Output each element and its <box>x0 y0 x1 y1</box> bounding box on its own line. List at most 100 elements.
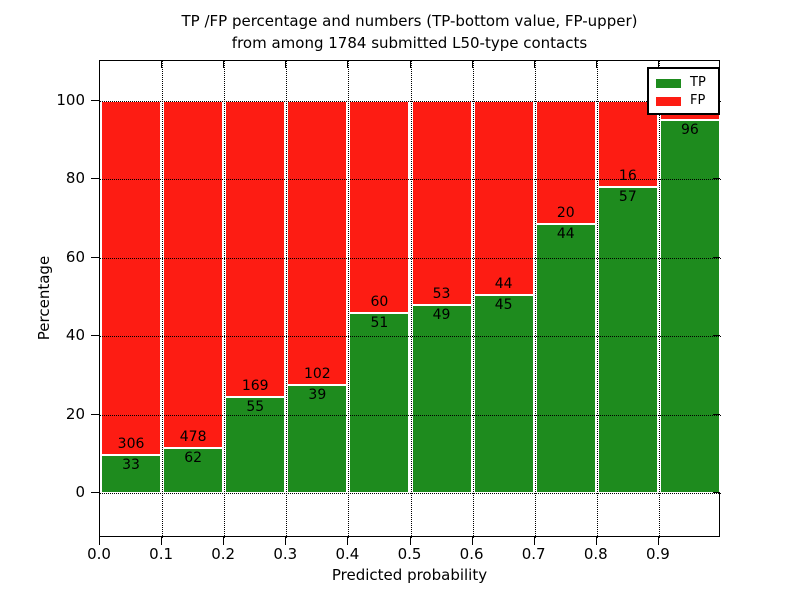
v-gridline-0.4 <box>348 61 350 538</box>
fp-bar-segment <box>163 101 224 448</box>
fp-count-label: 44 <box>494 275 513 292</box>
legend: TP FP <box>647 67 720 115</box>
fp-bar-segment <box>225 100 286 397</box>
legend-label: FP <box>690 93 706 108</box>
fp-count-label: 169 <box>241 377 269 394</box>
fp-count-label: 102 <box>303 365 331 382</box>
bar-bin-0.1: 478 62 <box>162 61 224 538</box>
fp-swatch <box>656 96 681 106</box>
fp-bar-segment <box>597 101 658 187</box>
tp-count-label: 96 <box>681 122 699 139</box>
fp-bar-segment <box>349 101 410 313</box>
chart-title-line2: from among 1784 submitted L50-type conta… <box>231 34 588 52</box>
v-gridline-0.5 <box>410 61 412 538</box>
v-gridline-0.9 <box>658 61 660 538</box>
bar-bin-0.0: 306 33 <box>100 61 162 538</box>
x-tick-bottom <box>657 537 659 545</box>
tp-bar-segment <box>287 384 348 493</box>
bar-bin-0.5: 53 49 <box>411 61 473 538</box>
fp-count-label: 306 <box>117 435 145 452</box>
bar-bin-0.9: 96 <box>659 61 721 538</box>
y-tick-label: 40 <box>65 326 85 345</box>
tp-count-label: 62 <box>184 450 203 466</box>
bar-bin-0.6: 44 45 <box>473 61 535 538</box>
x-tick-label: 0.1 <box>149 545 174 563</box>
fp-bar-segment <box>411 101 472 305</box>
v-gridline-0.2 <box>224 61 226 538</box>
x-tick-bottom <box>285 537 287 545</box>
y-axis-label: Percentage <box>35 255 53 341</box>
tp-bar-segment <box>473 294 534 493</box>
fp-count-label: 60 <box>370 293 389 310</box>
x-tick-top <box>409 61 411 68</box>
y-tick-left <box>91 100 99 101</box>
tp-swatch <box>656 78 681 88</box>
x-tick-top <box>657 61 659 68</box>
tp-bar-segment <box>349 312 410 493</box>
x-tick-label: 0.5 <box>397 545 422 563</box>
tp-count-label: 33 <box>122 456 140 473</box>
v-gridline-0.6 <box>472 61 474 538</box>
x-tick-label: 0.8 <box>583 545 608 563</box>
x-tick-top <box>533 61 535 68</box>
tp-bar-segment <box>101 454 162 493</box>
plot-area: 306 33 478 62 169 55 102 39 60 51 53 49 44 45 20 44 16 57… <box>99 60 721 538</box>
x-tick-bottom <box>595 537 597 545</box>
x-axis-label: Predicted probability <box>331 566 488 584</box>
y-tick-label: 80 <box>65 169 85 188</box>
bar-bin-0.4: 60 51 <box>348 61 410 538</box>
x-tick-top <box>223 61 225 68</box>
tp-bar-segment <box>163 448 224 493</box>
x-tick-bottom <box>533 537 535 545</box>
x-tick-bottom <box>223 537 225 545</box>
tp-bar-segment <box>659 120 720 493</box>
tp-count-label: 39 <box>308 386 327 403</box>
y-tick-right <box>713 413 720 415</box>
y-tick-label: 0 <box>75 483 85 501</box>
x-tick-top <box>285 61 287 68</box>
x-tick-bottom <box>99 537 100 545</box>
tp-count-label: 44 <box>556 225 575 242</box>
tp-count-label: 55 <box>246 398 265 415</box>
v-gridline-0.3 <box>286 61 288 538</box>
y-tick-left <box>91 492 99 493</box>
legend-entry-fp: FP <box>649 92 718 110</box>
y-tick-left <box>91 335 99 337</box>
x-tick-label: 0.3 <box>273 545 298 563</box>
x-tick-label: 0.7 <box>521 545 546 563</box>
bar-bin-0.2: 169 55 <box>224 61 286 538</box>
fp-count-label: 53 <box>432 285 451 302</box>
bar-bin-0.7: 20 44 <box>535 61 597 538</box>
fp-bar-segment <box>287 101 348 385</box>
x-tick-bottom <box>347 537 349 545</box>
y-tick-left <box>91 178 99 180</box>
chart-title: TP /FP percentage and numbers (TP-bottom… <box>99 10 720 54</box>
tp-count-label: 45 <box>494 296 513 313</box>
x-tick-top <box>347 61 349 68</box>
fp-bar-segment <box>101 101 162 455</box>
x-tick-label: 0.6 <box>459 545 484 563</box>
v-gridline-0.7 <box>534 61 536 538</box>
x-tick-label: 0.4 <box>335 545 360 563</box>
fp-count-label: 20 <box>556 204 575 221</box>
v-gridline-0.1 <box>162 61 164 538</box>
y-tick-right <box>713 335 720 337</box>
tp-count-label: 49 <box>432 306 451 323</box>
y-tick-right <box>713 492 720 493</box>
tp-bar-segment <box>535 223 596 493</box>
x-tick-top <box>99 61 100 68</box>
x-tick-top <box>595 61 597 68</box>
x-tick-top <box>161 61 163 68</box>
x-tick-label: 0.9 <box>645 545 670 563</box>
tp-count-label: 57 <box>618 188 637 205</box>
y-tick-right <box>713 178 720 180</box>
y-tick-label: 20 <box>65 404 85 423</box>
y-tick-label: 100 <box>56 91 85 109</box>
fp-bar-segment <box>535 101 596 224</box>
x-tick-bottom <box>409 537 411 545</box>
x-tick-label: 0.2 <box>211 545 236 563</box>
tp-bar-segment <box>597 186 658 493</box>
tp-bar-segment <box>225 396 286 493</box>
bar-bin-0.8: 16 57 <box>597 61 659 538</box>
